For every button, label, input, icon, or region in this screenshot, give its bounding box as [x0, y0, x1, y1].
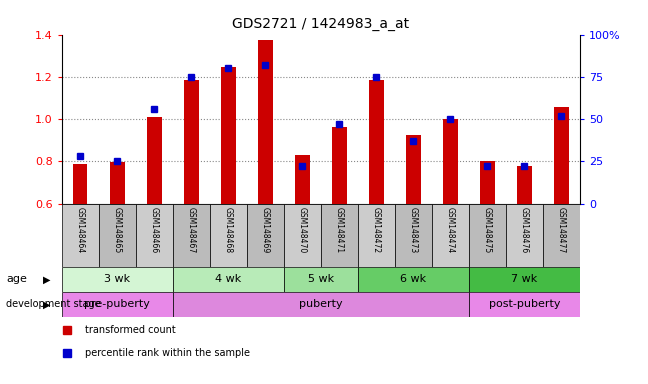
Bar	[443, 119, 457, 204]
Bar	[284, 204, 321, 267]
Text: 4 wk: 4 wk	[215, 274, 241, 285]
Bar	[110, 162, 124, 204]
Text: GSM148468: GSM148468	[224, 207, 233, 253]
Text: 6 wk: 6 wk	[400, 274, 426, 285]
Bar	[62, 267, 172, 292]
Bar	[172, 292, 469, 317]
Text: GSM148465: GSM148465	[113, 207, 122, 253]
Text: GSM148464: GSM148464	[76, 207, 85, 253]
Text: post-puberty: post-puberty	[489, 299, 560, 310]
Bar	[62, 292, 172, 317]
Bar	[247, 204, 284, 267]
Bar	[172, 267, 284, 292]
Text: GSM148474: GSM148474	[446, 207, 455, 253]
Bar	[506, 204, 543, 267]
Text: GSM148477: GSM148477	[557, 207, 566, 253]
Bar	[395, 204, 432, 267]
Bar	[543, 204, 580, 267]
Text: ▶: ▶	[43, 274, 51, 285]
Bar	[469, 292, 580, 317]
Bar	[554, 108, 569, 204]
Bar	[321, 204, 358, 267]
Bar	[358, 267, 469, 292]
Text: GSM148472: GSM148472	[372, 207, 381, 253]
Bar	[432, 204, 469, 267]
Bar	[406, 135, 421, 204]
Bar	[258, 40, 273, 204]
Bar	[98, 204, 135, 267]
Bar	[480, 161, 495, 204]
Bar	[172, 204, 210, 267]
Text: transformed count: transformed count	[85, 325, 176, 335]
Text: GSM148475: GSM148475	[483, 207, 492, 253]
Bar	[332, 127, 347, 204]
Text: 3 wk: 3 wk	[104, 274, 130, 285]
Text: age: age	[6, 274, 27, 285]
Bar	[358, 204, 395, 267]
Bar	[221, 67, 236, 204]
Bar	[469, 267, 580, 292]
Text: GSM148471: GSM148471	[335, 207, 344, 253]
Text: development stage: development stage	[6, 299, 101, 310]
Text: GSM148467: GSM148467	[187, 207, 196, 253]
Text: GSM148473: GSM148473	[409, 207, 418, 253]
Text: 5 wk: 5 wk	[308, 274, 334, 285]
Text: GSM148470: GSM148470	[297, 207, 307, 253]
Bar	[146, 116, 161, 204]
Bar	[517, 166, 532, 204]
Text: ▶: ▶	[43, 299, 51, 310]
Bar	[469, 204, 506, 267]
Bar	[369, 80, 384, 204]
Text: GSM148476: GSM148476	[520, 207, 529, 253]
Bar	[284, 267, 358, 292]
Title: GDS2721 / 1424983_a_at: GDS2721 / 1424983_a_at	[232, 17, 410, 31]
Text: 7 wk: 7 wk	[511, 274, 538, 285]
Text: pre-puberty: pre-puberty	[84, 299, 150, 310]
Text: puberty: puberty	[299, 299, 343, 310]
Text: percentile rank within the sample: percentile rank within the sample	[85, 348, 250, 358]
Text: GSM148466: GSM148466	[150, 207, 159, 253]
Text: GSM148469: GSM148469	[260, 207, 270, 253]
Bar	[210, 204, 247, 267]
Bar	[62, 204, 98, 267]
Bar	[184, 80, 198, 204]
Bar	[295, 156, 310, 204]
Bar	[135, 204, 172, 267]
Bar	[73, 164, 87, 204]
